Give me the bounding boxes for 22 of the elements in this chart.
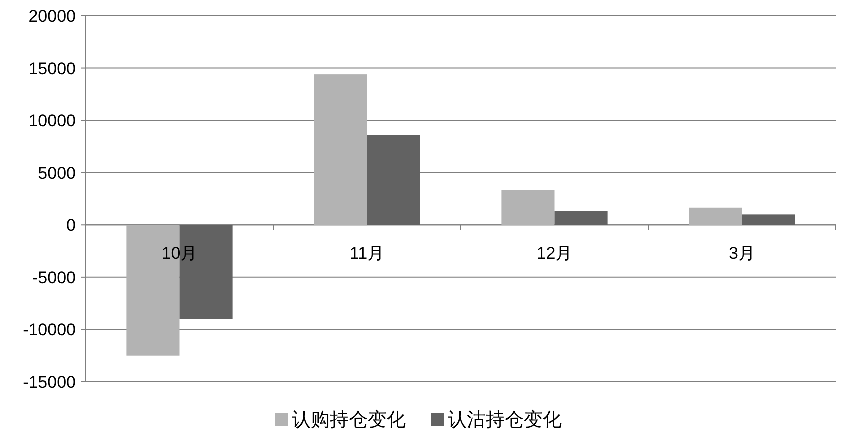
x-tick-label: 10月 xyxy=(162,244,198,264)
bar xyxy=(314,74,368,226)
bar xyxy=(502,190,555,226)
y-tick-label: -10000 xyxy=(23,320,76,340)
y-tick-label: -5000 xyxy=(32,268,76,288)
x-tick-label: 12月 xyxy=(536,244,573,264)
x-tick-label: 11月 xyxy=(350,244,385,264)
bar xyxy=(689,208,742,226)
legend-label: 认购持仓变化 xyxy=(292,409,406,431)
y-tick-label: 15000 xyxy=(28,59,76,78)
bar xyxy=(742,214,796,226)
bar xyxy=(554,211,608,226)
y-tick-label: 0 xyxy=(66,216,76,236)
legend-label: 认沽持仓变化 xyxy=(448,409,562,431)
y-tick-label: 5000 xyxy=(38,164,76,183)
x-tick-label: 3月 xyxy=(729,244,756,264)
bar xyxy=(367,135,420,226)
bar xyxy=(180,225,233,320)
bar xyxy=(126,225,180,356)
y-tick-label: 20000 xyxy=(28,7,76,26)
y-tick-label: -15000 xyxy=(23,373,76,392)
y-tick-label: 10000 xyxy=(28,112,76,131)
